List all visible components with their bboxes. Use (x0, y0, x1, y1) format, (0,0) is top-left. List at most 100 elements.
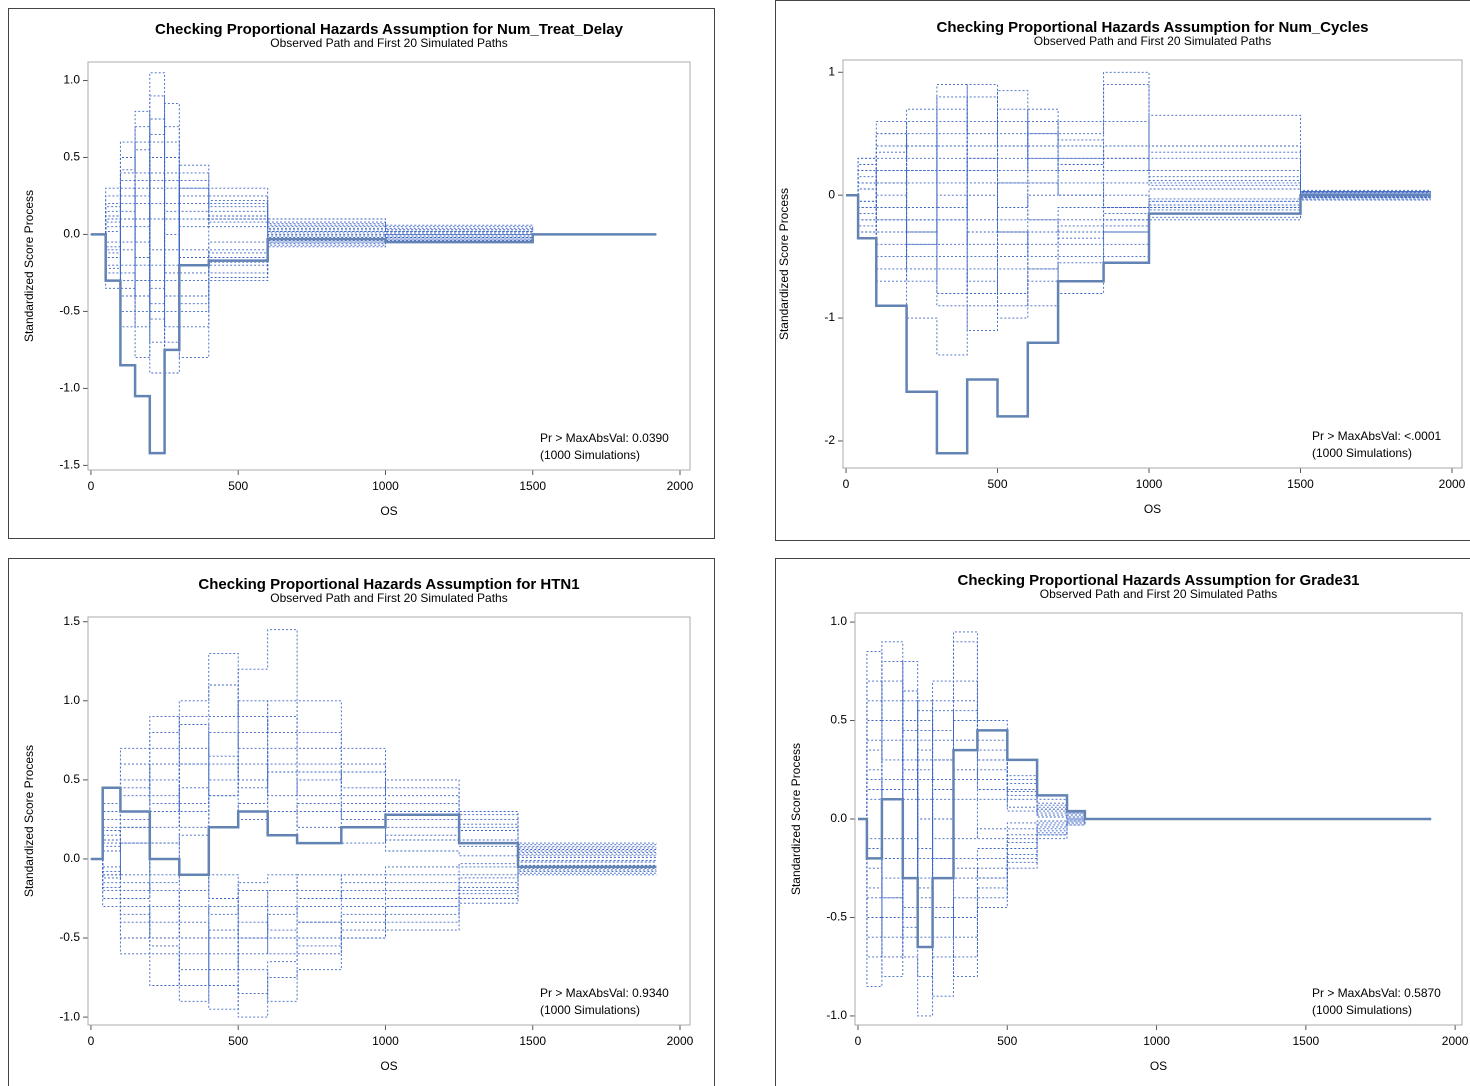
chart-subtitle: Observed Path and First 20 Simulated Pat… (270, 591, 507, 605)
simulated-path (858, 660, 1086, 859)
simulated-path (90, 858, 657, 923)
y-tick-label: 0.5 (830, 713, 847, 727)
panel-border (775, 0, 1470, 541)
simulated-path (90, 834, 657, 915)
x-tick-label: 0 (88, 479, 95, 493)
panel-border (775, 558, 1470, 1086)
simulated-path (90, 700, 657, 860)
x-tick-label: 1500 (519, 1034, 546, 1048)
x-tick-label: 500 (228, 1034, 248, 1048)
y-tick-label: -1 (824, 310, 835, 324)
annotation: Pr > MaxAbsVal: 0.9340 (540, 986, 669, 1000)
annotation: (1000 Simulations) (1312, 446, 1412, 460)
chart-panel: Checking Proportional Hazards Assumption… (775, 558, 1470, 1086)
plot-frame (854, 612, 1463, 1026)
simulated-path (90, 731, 657, 860)
simulated-path (858, 818, 1086, 958)
x-tick-label: 500 (988, 477, 1008, 491)
y-tick-label: 1.5 (63, 614, 80, 628)
y-axis-label: Standardized Score Process (789, 743, 803, 895)
x-axis-label: OS (1144, 502, 1161, 516)
annotation: Pr > MaxAbsVal: 0.0390 (540, 431, 669, 445)
simulated-path (90, 858, 657, 1002)
annotation: (1000 Simulations) (1312, 1003, 1412, 1017)
y-tick-label: -1.0 (59, 381, 80, 395)
y-tick-label: 1.0 (830, 614, 847, 628)
chart-subtitle: Observed Path and First 20 Simulated Pat… (1034, 34, 1271, 48)
simulated-path (90, 684, 657, 860)
annotation: (1000 Simulations) (540, 448, 640, 462)
simulated-path (90, 716, 657, 860)
chart-title: Checking Proportional Hazards Assumption… (936, 19, 1368, 36)
y-tick-label: 1 (828, 64, 835, 78)
y-tick-label: -0.5 (826, 910, 847, 924)
chart-title: Checking Proportional Hazards Assumption… (155, 21, 624, 38)
y-axis-label: Standardized Score Process (22, 190, 36, 342)
plot-frame (87, 61, 691, 471)
x-tick-label: 2000 (1442, 1034, 1469, 1048)
observed-path (90, 786, 657, 877)
simulated-path (90, 180, 534, 343)
x-tick-label: 0 (88, 1034, 95, 1048)
x-tick-label: 500 (228, 479, 248, 493)
x-tick-label: 1000 (1143, 1034, 1170, 1048)
simulated-path (90, 771, 657, 876)
simulated-path (90, 858, 657, 971)
x-axis-label: OS (380, 504, 397, 518)
simulated-path (90, 826, 657, 1002)
y-tick-label: -2 (824, 433, 835, 447)
y-tick-label: 0.5 (63, 150, 80, 164)
x-tick-label: 2000 (1439, 477, 1466, 491)
chart-title: Checking Proportional Hazards Assumption… (957, 572, 1359, 589)
observed-path (90, 233, 657, 455)
chart-panel: Checking Proportional Hazards Assumption… (775, 0, 1470, 541)
y-tick-label: -0.5 (59, 930, 80, 944)
panel-border (8, 558, 715, 1086)
x-tick-label: 500 (997, 1034, 1017, 1048)
simulated-path (90, 858, 657, 939)
simulated-path (90, 858, 657, 1018)
simulated-path (90, 842, 657, 955)
x-tick-label: 2000 (667, 479, 694, 493)
y-axis-label: Standardized Score Process (777, 188, 791, 340)
simulated-path (90, 149, 534, 312)
observed-path (846, 193, 1431, 455)
chart-panel: Checking Proportional Hazards Assumption… (8, 558, 715, 1086)
y-tick-label: 1.0 (63, 73, 80, 87)
y-tick-label: -1.0 (826, 1008, 847, 1022)
y-tick-label: 0.0 (63, 227, 80, 241)
y-tick-label: -1.0 (59, 1009, 80, 1023)
annotation: Pr > MaxAbsVal: <.0001 (1312, 429, 1442, 443)
simulated-path (90, 858, 657, 994)
y-tick-label: -0.5 (59, 304, 80, 318)
chart-subtitle: Observed Path and First 20 Simulated Pat… (270, 36, 507, 50)
y-tick-label: 0.5 (63, 772, 80, 786)
simulated-path (90, 164, 534, 305)
simulated-path (90, 763, 657, 860)
y-tick-label: -1.5 (59, 458, 80, 472)
plot-frame (842, 59, 1463, 469)
annotation: Pr > MaxAbsVal: 0.5870 (1312, 986, 1441, 1000)
x-tick-label: 0 (855, 1034, 862, 1048)
y-tick-label: 0.0 (63, 851, 80, 865)
plot-frame (87, 616, 691, 1026)
x-tick-label: 1000 (1136, 477, 1163, 491)
simulated-path (90, 858, 657, 1010)
x-tick-label: 1000 (372, 1034, 399, 1048)
x-tick-label: 1500 (1292, 1034, 1319, 1048)
observed-path (858, 729, 1432, 949)
y-axis-label: Standardized Score Process (22, 745, 36, 897)
panel-border (8, 8, 715, 539)
chart-panel: Checking Proportional Hazards Assumption… (8, 8, 715, 539)
y-tick-label: 1.0 (63, 693, 80, 707)
simulated-path (858, 680, 1086, 899)
simulated-path (846, 170, 1431, 294)
x-axis-label: OS (380, 1059, 397, 1073)
x-tick-label: 0 (843, 477, 850, 491)
simulated-path (846, 108, 1431, 196)
chart-title: Checking Proportional Hazards Assumption… (198, 576, 579, 593)
simulated-path (90, 103, 533, 243)
x-tick-label: 1000 (372, 479, 399, 493)
simulated-path (90, 763, 657, 860)
